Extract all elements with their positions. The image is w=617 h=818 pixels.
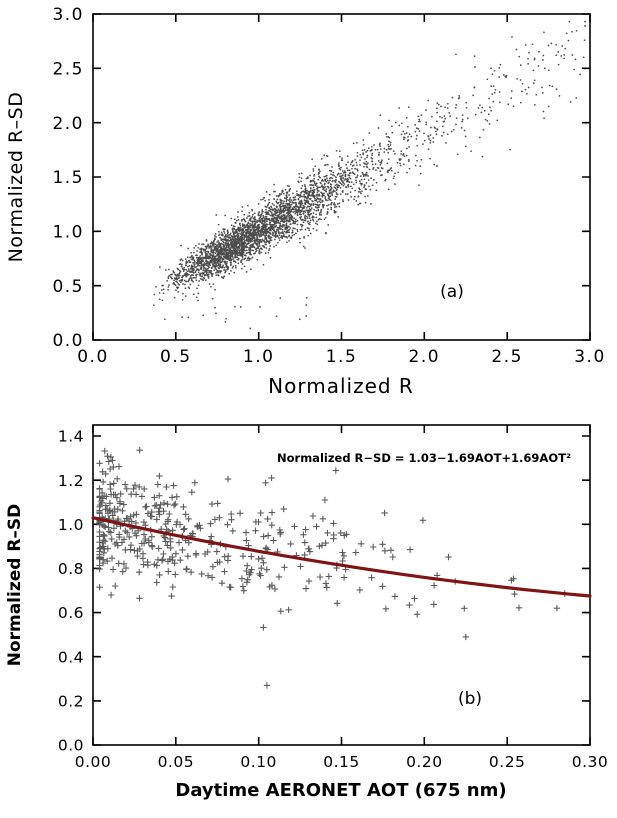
- x-tick-label: 0.25: [489, 753, 526, 771]
- axis-ticks: [92, 13, 591, 341]
- scatter-points-b: [96, 447, 568, 689]
- plot-frame: [92, 13, 591, 341]
- x-tick-label: 1.0: [243, 347, 275, 367]
- y-tick-label: 0.2: [58, 692, 84, 710]
- y-tick-label: 1.2: [58, 472, 84, 490]
- plot-area-a: 0.0 0.5 1.0 1.5 2.0 2.5 3.0 0.0 0.5 1.0 1.5 2.0 2.5 3…: [52, 5, 606, 367]
- y-tick-label: 2.0: [52, 114, 84, 134]
- scatter-chart-panel-a: 0.0 0.5 1.0 1.5 2.0 2.5 3.0 0.0 0.5 1.0 1.5 2.0 2.5 3…: [5, 5, 606, 398]
- x-tick-label: 2.0: [409, 347, 441, 367]
- y-tick-label: 1.4: [58, 428, 84, 446]
- plot-frame: [92, 424, 591, 746]
- x-tick-label: 0.05: [158, 753, 195, 771]
- y-tick-label: 0.4: [58, 648, 84, 666]
- axis-ticks: [92, 425, 591, 746]
- fit-curve: [91, 516, 592, 598]
- y-tick-label: 0.5: [52, 277, 84, 297]
- x-tick-label: 0.10: [240, 753, 277, 771]
- x-tick-label: 3.0: [574, 347, 606, 367]
- y-tick-label: 1.0: [58, 516, 84, 534]
- y-tick-label: 3.0: [52, 5, 84, 25]
- panel-label-a: (a): [440, 282, 464, 302]
- plot-area-b: 0.00 0.05 0.10 0.15 0.20 0.25 0.30 0.0 0.2 0.4 0.6…: [58, 424, 609, 771]
- scatter-points-a: [152, 20, 586, 330]
- x-axis-title-b: Daytime AERONET AOT (675 nm): [175, 780, 506, 801]
- x-tick-label: 0.30: [572, 753, 609, 771]
- y-axis-title-b: Normalized R–SD: [5, 504, 25, 667]
- y-tick-label: 0.0: [58, 737, 84, 755]
- x-tick-label: 0.0: [77, 347, 109, 367]
- fit-equation-annotation: Normalized R−SD = 1.03−1.69AOT+1.69AOT²: [277, 451, 571, 465]
- y-tick-label: 2.5: [52, 59, 84, 79]
- y-tick-label: 1.5: [52, 168, 84, 188]
- x-tick-label: 0.5: [160, 347, 192, 367]
- x-tick-label: 0.20: [406, 753, 443, 771]
- scatter-chart-panel-b: 0.00 0.05 0.10 0.15 0.20 0.25 0.30 0.0 0.2 0.4 0.6…: [5, 424, 609, 801]
- x-tick-label: 0.15: [323, 753, 360, 771]
- x-tick-label: 0.00: [75, 753, 112, 771]
- y-tick-label: 0.8: [58, 560, 84, 578]
- y-tick-label: 0.6: [58, 604, 84, 622]
- x-tick-label: 2.5: [491, 347, 523, 367]
- x-axis-title-a: Normalized R: [268, 374, 414, 398]
- panel-label-b: (b): [458, 689, 482, 709]
- x-tick-label: 1.5: [326, 347, 358, 367]
- y-tick-label: 1.0: [52, 222, 84, 242]
- y-axis-title-a: Normalized R–SD: [5, 92, 27, 263]
- y-tick-label: 0.0: [52, 331, 84, 351]
